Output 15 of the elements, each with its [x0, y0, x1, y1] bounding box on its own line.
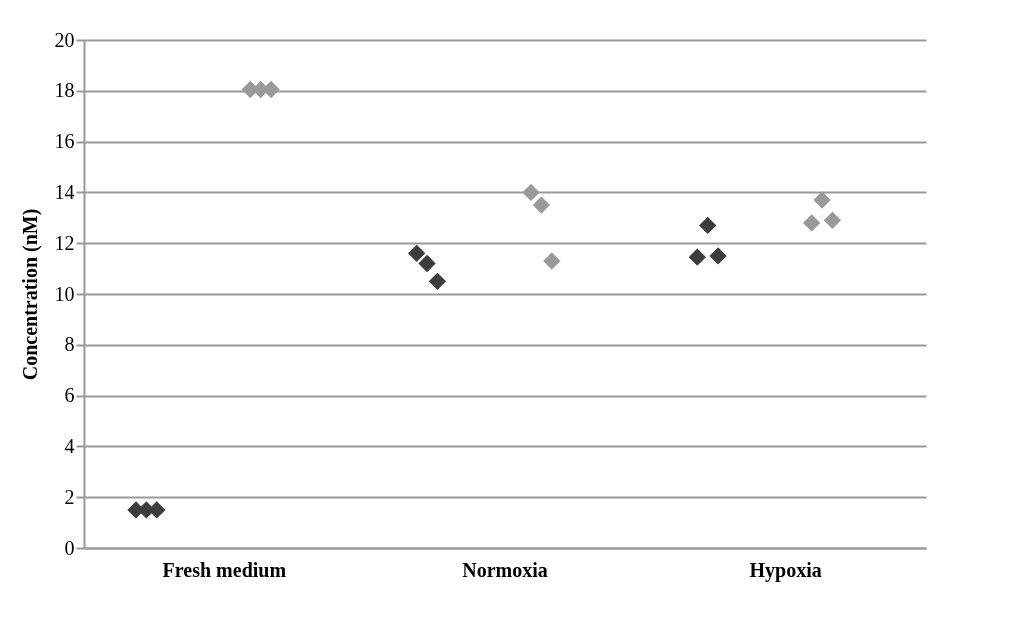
- y-tick-label: 20: [54, 28, 75, 51]
- y-tick-label: 6: [64, 384, 75, 407]
- y-tick-label: 18: [54, 79, 75, 102]
- y-tick-label: 10: [54, 282, 75, 305]
- y-tick-label: 4: [64, 434, 75, 457]
- y-axis-title: Concentration (nM): [18, 208, 42, 381]
- x-tick-label: Hypoxia: [749, 558, 822, 582]
- y-tick-label: 0: [64, 536, 75, 559]
- x-tick-label: Fresh medium: [162, 558, 287, 581]
- y-tick-label: 12: [54, 231, 75, 254]
- y-tick-label: 16: [54, 130, 75, 153]
- y-tick-label: 8: [64, 333, 75, 356]
- x-tick-label: Normoxia: [462, 558, 548, 581]
- y-tick-label: 2: [64, 485, 75, 508]
- y-tick-label: 14: [54, 180, 75, 203]
